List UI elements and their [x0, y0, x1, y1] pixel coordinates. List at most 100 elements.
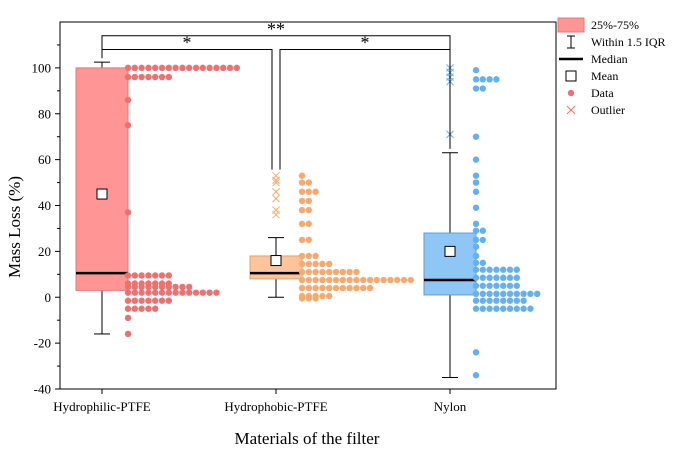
data-point: [472, 133, 480, 140]
legend-item-data: Data: [567, 86, 614, 100]
data-point: [339, 284, 346, 292]
data-point: [312, 284, 319, 292]
data-point: [486, 305, 493, 312]
data-point: [312, 188, 319, 195]
data-point: [506, 305, 514, 312]
legend: 25%-75% Within 1.5 IQR Median Mean Data Outli…: [557, 15, 679, 123]
outlier-marker: [272, 176, 280, 185]
data-point: [206, 64, 213, 72]
data-point: [472, 372, 480, 379]
data-point: [472, 282, 480, 289]
data-point: [346, 268, 353, 276]
significance-bracket: *: [279, 33, 451, 170]
y-tick-label: 100: [32, 60, 52, 75]
data-point: [305, 179, 312, 186]
data-point: [326, 276, 333, 284]
data-point: [305, 206, 312, 214]
data-point: [186, 283, 193, 291]
data-point: [152, 289, 159, 296]
data-point: [360, 284, 367, 292]
data-point: [472, 156, 480, 163]
data-point: [493, 290, 500, 298]
data-point: [124, 73, 132, 81]
data-point: [493, 266, 500, 273]
data-point: [199, 64, 206, 72]
data-point: [145, 73, 152, 81]
outlier-marker: [272, 178, 280, 187]
data-point: [158, 272, 166, 279]
data-point: [472, 66, 480, 74]
data-point: [520, 297, 527, 304]
data-point: [199, 289, 206, 296]
data-point: [366, 284, 374, 292]
data-point: [298, 276, 306, 284]
data-point: [527, 305, 534, 312]
data-point: [124, 122, 132, 129]
data-point: [534, 290, 541, 298]
data-point: [472, 236, 480, 244]
y-axis-title: Mass Loss (%): [5, 176, 24, 278]
legend-label: Median: [591, 52, 628, 66]
data-point: [220, 64, 227, 72]
data-point: [131, 283, 138, 291]
data-point: [479, 282, 486, 289]
data-point: [312, 268, 319, 276]
data-point: [298, 252, 306, 260]
data-point: [527, 290, 534, 298]
data-point: [326, 260, 333, 268]
data-point: [366, 276, 374, 284]
data-point: [298, 284, 306, 292]
data-point: [506, 266, 514, 273]
outlier-marker: [272, 210, 280, 219]
data-point: [479, 227, 486, 234]
legend-outlier-swatch: [566, 105, 576, 115]
bracket-line: [101, 49, 273, 170]
data-point: [298, 295, 306, 302]
data-point: [360, 276, 367, 284]
data-point: [479, 305, 486, 312]
data-point: [353, 276, 360, 284]
data-point: [305, 295, 312, 302]
data-point: [380, 276, 387, 284]
data-point: [319, 284, 326, 292]
data-point: [233, 64, 240, 72]
data-point: [486, 290, 493, 298]
y-tick-label: 80: [38, 106, 51, 121]
data-point: [131, 289, 138, 296]
data-point: [124, 64, 132, 72]
legend-label: 25%-75%: [591, 18, 639, 32]
data-point: [479, 266, 486, 273]
data-point: [213, 289, 220, 296]
data-point: [520, 305, 527, 312]
data-point: [145, 64, 152, 72]
x-axis-title: Materials of the filter: [235, 429, 380, 448]
data-point: [500, 297, 507, 304]
mean-marker: [444, 245, 456, 257]
data-point: [332, 284, 340, 292]
y-tick-label: 20: [38, 244, 51, 259]
data-point: [472, 243, 480, 250]
data-point: [479, 236, 486, 244]
data-point: [506, 282, 514, 289]
data-point: [332, 276, 340, 284]
y-tick-label: -20: [34, 336, 51, 351]
data-point: [152, 272, 159, 279]
data-point: [305, 220, 312, 228]
legend-item-outlier: Outlier: [566, 103, 625, 117]
significance-label: **: [267, 19, 285, 39]
data-point: [298, 268, 306, 276]
data-point: [472, 204, 480, 211]
data-point: [319, 260, 326, 268]
mean-marker: [96, 188, 108, 200]
mean-marker: [270, 255, 282, 267]
data-point: [305, 197, 312, 205]
data-point: [165, 283, 172, 291]
data-point: [493, 76, 500, 83]
data-point: [305, 252, 312, 260]
data-point: [298, 260, 306, 268]
data-point: [192, 289, 200, 296]
data-point: [305, 188, 312, 195]
data-point: [179, 64, 186, 72]
data-point: [152, 283, 159, 291]
